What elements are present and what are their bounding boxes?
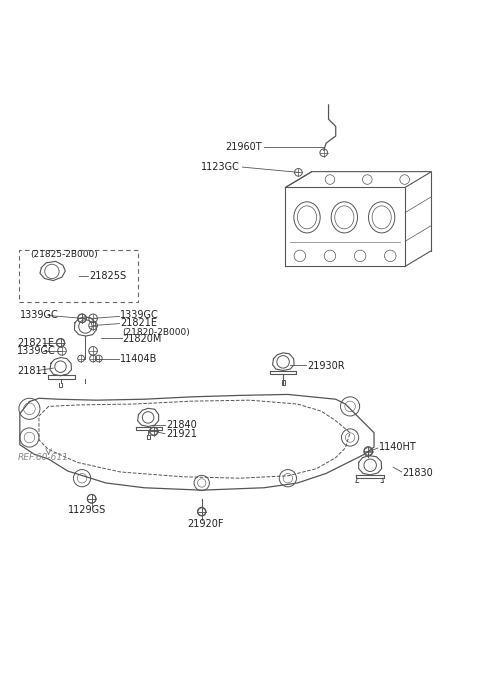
Text: 21825S: 21825S: [89, 271, 126, 281]
Text: 21960T: 21960T: [225, 142, 262, 152]
Text: (21820-2B000): (21820-2B000): [123, 328, 191, 337]
Text: (21825-2B000): (21825-2B000): [30, 249, 98, 259]
Text: 21821E: 21821E: [120, 318, 157, 328]
Text: 21930R: 21930R: [307, 361, 345, 371]
Text: 1339GC: 1339GC: [20, 311, 59, 320]
Text: 21821E: 21821E: [17, 338, 54, 348]
Text: 21830: 21830: [403, 468, 433, 479]
Text: 1339GC: 1339GC: [17, 346, 56, 356]
Text: REF.60-611: REF.60-611: [17, 453, 68, 462]
Text: 21921: 21921: [166, 429, 197, 439]
Text: 21820M: 21820M: [123, 334, 162, 344]
Text: 11404B: 11404B: [120, 354, 158, 363]
Text: 1129GS: 1129GS: [68, 506, 106, 515]
Text: 1123GC: 1123GC: [201, 162, 240, 172]
Text: 21811: 21811: [17, 365, 48, 375]
Text: 21840: 21840: [166, 420, 197, 429]
Text: 21920F: 21920F: [187, 519, 224, 528]
Text: 1339GC: 1339GC: [120, 311, 159, 320]
Text: 1140HT: 1140HT: [379, 442, 417, 452]
